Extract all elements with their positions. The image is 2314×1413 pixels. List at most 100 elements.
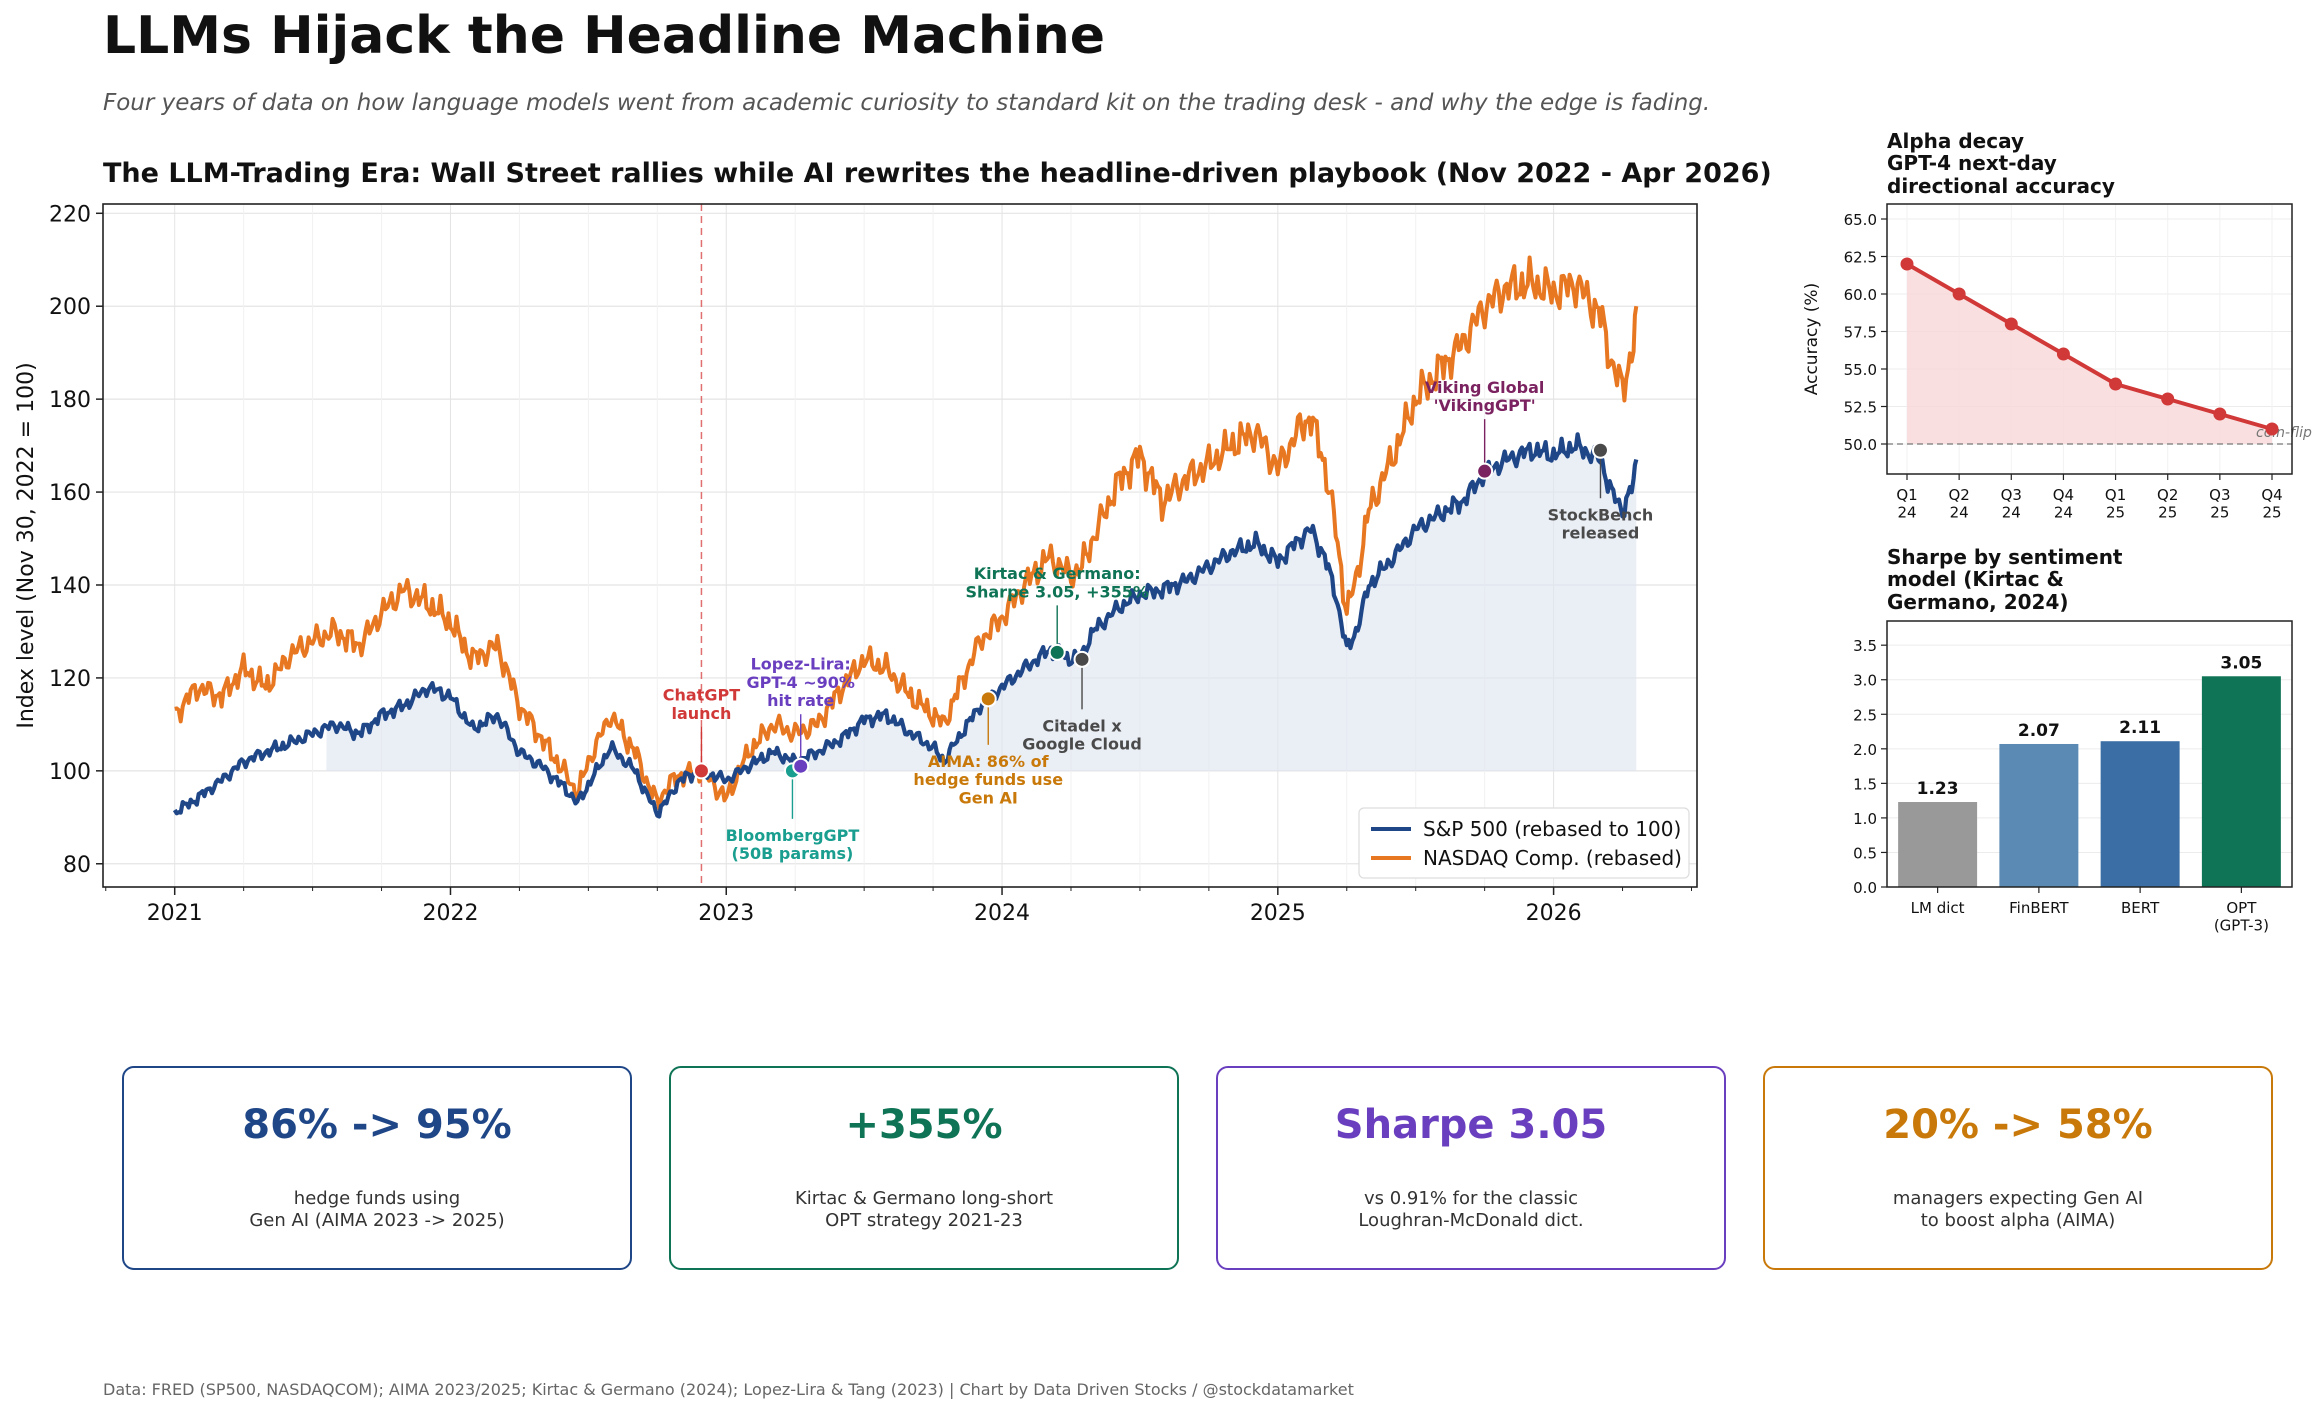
kpi-card-hedge-funds: 86% -> 95% hedge funds using Gen AI (AIM… [122,1066,632,1270]
sharpe-x-tick-label: FinBERT [2009,899,2069,917]
sp500-area-fill [326,683,702,771]
annotation-marker [1073,650,1091,668]
x-tick-label: 2025 [1250,901,1306,926]
annotation-marker [1476,462,1494,480]
sharpe-x-tick-label: OPT (GPT-3) [2214,899,2269,934]
alpha-y-tick-label: 50.0 [1844,436,1877,454]
sharpe-bar [2201,676,2281,887]
sharpe-y-tick-label: 0.0 [1853,879,1877,897]
x-tick-label: 2026 [1526,901,1582,926]
alpha-y-tick-label: 62.5 [1844,249,1877,267]
alpha-area-fill [1907,264,2272,444]
alpha-y-tick-label: 57.5 [1844,324,1877,342]
alpha-chart-title: Alpha decay GPT-4 next-day directional a… [1887,129,2115,198]
legend-label-nasdaq: NASDAQ Comp. (rebased) [1423,846,1682,870]
kpi-value: +355% [845,1102,1003,1148]
kpi-card-sharpe: Sharpe 3.05 vs 0.91% for the classic Lou… [1216,1066,1726,1270]
annotation-label: Citadel x Google Cloud [1022,716,1142,753]
alpha-y-tick-label: 65.0 [1844,211,1877,229]
sp500-area-fill [701,434,1637,771]
kpi-description: hedge funds using Gen AI (AIMA 2023 -> 2… [249,1188,505,1231]
alpha-y-tick-label: 52.5 [1844,399,1877,417]
sharpe-bar [1898,802,1978,887]
main-plot-frame [102,203,1698,888]
annotation-marker [1048,643,1066,661]
sharpe-y-tick-label: 2.0 [1853,741,1877,759]
alpha-decay-line [1906,262,2273,431]
annotation-marker [792,757,810,775]
page-title: LLMs Hijack the Headline Machine [103,6,1106,66]
alpha-x-tick-label: Q4 24 [2053,486,2074,521]
alpha-data-point [2213,407,2227,421]
alpha-data-point [2004,317,2018,331]
sharpe-y-tick-label: 0.5 [1853,844,1877,862]
sharpe-plot-frame [1886,620,2293,888]
annotation-label: ChatGPT launch [663,685,740,722]
alpha-x-tick-label: Q1 24 [1896,486,1917,521]
sharpe-y-tick-label: 2.5 [1853,706,1877,724]
y-tick-label: 220 [49,202,91,227]
page-subtitle: Four years of data on how language model… [103,90,1711,116]
x-tick-label: 2023 [698,901,754,926]
alpha-x-tick-label: Q4 25 [2261,486,2282,521]
annotation-label: AIMA: 86% of hedge funds use Gen AI [913,752,1063,808]
alpha-x-tick-label: Q3 24 [2001,486,2022,521]
alpha-y-axis-label: Accuracy (%) [1802,283,1822,395]
alpha-data-point [1952,287,1966,301]
legend-label-sp500: S&P 500 (rebased to 100) [1423,817,1681,841]
sharpe-bar-value-label: 2.07 [2018,721,2060,741]
sharpe-x-tick-label: BERT [2121,899,2160,917]
y-tick-label: 200 [49,295,91,320]
annotation-label: StockBench released [1548,505,1654,542]
kpi-description: Kirtac & Germano long-short OPT strategy… [794,1188,1054,1231]
footer-source: Data: FRED (SP500, NASDAQCOM); AIMA 2023… [103,1380,1354,1399]
y-tick-label: 160 [49,481,91,506]
annotation-label: Viking Global 'VikingGPT' [1425,378,1544,415]
sharpe-y-tick-label: 3.5 [1853,637,1877,655]
alpha-x-tick-label: Q2 25 [2157,486,2178,521]
sharpe-chart-title: Sharpe by sentiment model (Kirtac & Germ… [1887,545,2123,614]
kpi-card-alpha-expectation: 20% -> 58% managers expecting Gen AI to … [1763,1066,2273,1270]
sharpe-x-tick-label: LM dict [1911,899,1965,917]
sharpe-bar-value-label: 1.23 [1917,779,1959,799]
y-tick-label: 180 [49,388,91,413]
kpi-description: managers expecting Gen AI to boost alpha… [1892,1188,2144,1231]
sharpe-bar-value-label: 2.11 [2119,718,2161,738]
alpha-x-tick-label: Q1 25 [2105,486,2126,521]
kpi-description: vs 0.91% for the classic Loughran-McDona… [1358,1188,1584,1231]
kpi-card-return: +355% Kirtac & Germano long-short OPT st… [669,1066,1179,1270]
chart-legend [1358,807,1690,879]
alpha-data-point [2265,422,2279,436]
kpi-value: Sharpe 3.05 [1334,1102,1608,1148]
y-tick-label: 100 [49,760,91,785]
sharpe-y-tick-label: 3.0 [1853,672,1877,690]
annotation-marker [692,762,710,780]
y-tick-label: 140 [49,574,91,599]
alpha-data-point [2056,347,2070,361]
main-chart-title: The LLM-Trading Era: Wall Street rallies… [103,158,1772,189]
y-axis-label: Index level (Nov 30, 2022 = 100) [14,362,39,728]
alpha-data-point [2109,377,2123,391]
kpi-value: 20% -> 58% [1883,1102,2153,1148]
alpha-data-point [1900,257,1914,271]
alpha-plot-frame [1886,203,2293,475]
annotation-label: Kirtac & Germano: Sharpe 3.05, +355% [965,564,1148,601]
alpha-y-tick-label: 60.0 [1844,286,1877,304]
annotation-marker [1591,441,1609,459]
y-tick-label: 80 [63,853,91,878]
sp500-series-line [172,432,1639,819]
alpha-x-tick-label: Q2 24 [1948,486,1969,521]
x-tick-label: 2024 [974,901,1030,926]
alpha-data-point [2161,392,2175,406]
x-tick-label: 2021 [147,901,203,926]
nasdaq-series-line [174,255,1639,811]
sharpe-bar [2100,741,2180,887]
sharpe-y-tick-label: 1.5 [1853,775,1877,793]
sharpe-y-tick-label: 1.0 [1853,810,1877,828]
alpha-y-tick-label: 55.0 [1844,361,1877,379]
sharpe-bar-value-label: 3.05 [2220,653,2262,673]
y-tick-label: 120 [49,667,91,692]
annotation-marker [979,690,997,708]
annotation-label: BloombergGPT (50B params) [726,826,860,863]
